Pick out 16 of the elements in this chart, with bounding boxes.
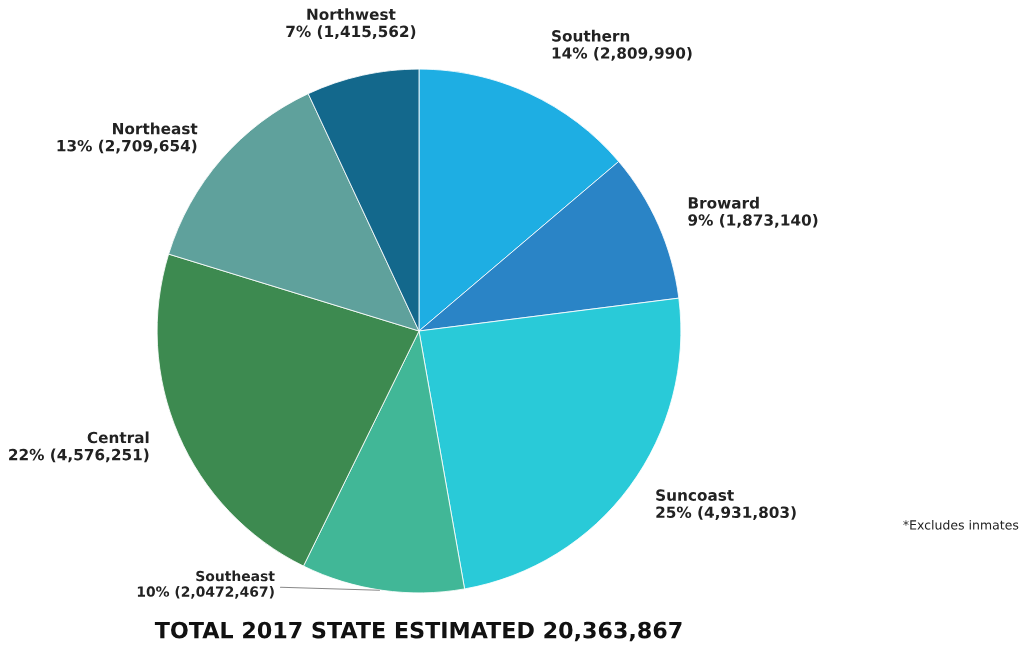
data-label: 13% (2,709,654) <box>57 139 197 154</box>
data-label: 25% (4,931,803) <box>656 506 796 520</box>
slice-label: Southeast <box>196 570 275 582</box>
slice-label: Central <box>87 431 149 444</box>
slice-label: Northeast <box>113 122 198 135</box>
slice-label: Broward <box>688 196 759 209</box>
data-label: 7% (1,415,562) <box>286 25 416 40</box>
data-label: 10% (2,0472,467) <box>137 586 274 599</box>
slice-label: Northwest <box>307 8 396 21</box>
slice-label: Southern <box>552 29 630 42</box>
text: *Excludes inmates <box>903 519 1019 530</box>
data-label: 9% (1,873,140) <box>688 213 818 228</box>
data-label: 22% (4,576,251) <box>9 448 149 463</box>
data-label: 14% (2,809,990) <box>552 46 692 61</box>
text: TOTAL 2017 STATE ESTIMATED 20,363,867 <box>154 621 682 642</box>
slice-label: Suncoast <box>656 489 734 501</box>
